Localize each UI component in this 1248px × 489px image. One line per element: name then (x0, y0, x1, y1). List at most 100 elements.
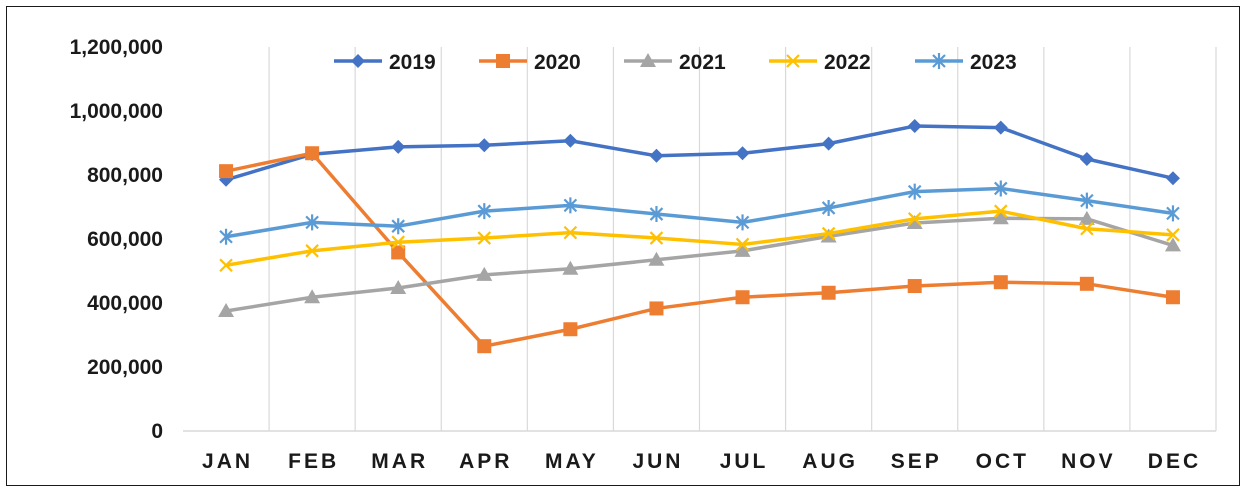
data-point (735, 214, 750, 231)
data-point (993, 275, 1008, 290)
gridlines (268, 47, 1217, 431)
data-point (992, 210, 1009, 225)
data-point (351, 54, 365, 68)
y-tick-label: 200,000 (87, 356, 163, 379)
data-point (563, 322, 578, 337)
data-point (562, 260, 579, 275)
data-point (476, 266, 493, 281)
y-tick-label: 400,000 (87, 292, 163, 315)
data-point (496, 54, 510, 68)
data-point (735, 146, 750, 161)
legend-label: 2021 (679, 51, 726, 74)
series-2019 (219, 119, 1180, 187)
data-point (219, 228, 233, 245)
data-point (1165, 171, 1180, 186)
data-point (821, 199, 836, 216)
data-point (640, 53, 656, 67)
data-point (304, 289, 321, 304)
data-point (1164, 237, 1181, 252)
line-chart: 0 200,000 400,000 600,000 800,000 1,000,000 1,… (70, 36, 1217, 473)
data-point (391, 235, 405, 249)
data-point (734, 242, 751, 257)
data-point (218, 303, 235, 317)
x-axis-ticks: JAN FEB MAR APR MAY JUN JUL AUG SEP OCT NOV DEC (202, 450, 1201, 473)
legend-label: 2020 (534, 51, 581, 74)
series-line (225, 216, 1174, 313)
data-point (649, 148, 664, 163)
data-point (1080, 221, 1094, 236)
y-axis-ticks: 0 200,000 400,000 600,000 800,000 1,000,000 1,… (70, 36, 163, 443)
x-tick-label: JAN (202, 450, 253, 473)
data-point (932, 53, 946, 69)
series-line (225, 151, 1174, 348)
series-2023 (219, 180, 1180, 245)
series-group (218, 119, 1181, 354)
data-point (1079, 152, 1094, 166)
data-point (477, 138, 492, 153)
chart-frame: 0 200,000 400,000 600,000 800,000 1,000,000 1,… (6, 6, 1240, 486)
x-tick-label: APR (459, 450, 512, 473)
x-tick-label: MAY (545, 450, 599, 473)
data-point (907, 212, 922, 226)
data-point (907, 119, 922, 134)
data-point (1166, 228, 1180, 242)
data-point (821, 226, 836, 241)
data-point (477, 231, 492, 245)
y-tick-label: 800,000 (87, 164, 163, 187)
data-point (305, 146, 320, 161)
data-point (305, 244, 319, 258)
data-point (649, 206, 664, 223)
legend-label: 2022 (824, 51, 871, 74)
data-point (563, 133, 578, 148)
legend-item-2020: 2020 (479, 51, 581, 74)
legend-label: 2019 (389, 51, 436, 74)
data-point (993, 120, 1008, 135)
data-point (821, 285, 836, 300)
data-point (994, 180, 1008, 197)
x-tick-label: NOV (1061, 450, 1116, 473)
series-line (225, 124, 1174, 182)
data-point (735, 290, 750, 305)
legend-item-2022: 2022 (769, 51, 871, 74)
data-point (477, 203, 492, 220)
data-point (906, 215, 923, 229)
data-point (390, 279, 407, 294)
y-tick-label: 1,200,000 (70, 36, 163, 59)
x-tick-label: MAR (371, 450, 428, 473)
data-point (1078, 210, 1095, 225)
legend-item-2023: 2023 (915, 51, 1017, 74)
data-point (907, 279, 922, 294)
data-point (786, 54, 800, 68)
x-tick-label: DEC (1148, 450, 1201, 473)
series-2020 (219, 146, 1180, 354)
data-point (305, 214, 319, 231)
data-point (735, 237, 750, 252)
data-point (391, 139, 406, 154)
data-point (648, 251, 665, 266)
data-point (391, 218, 405, 235)
data-point (649, 231, 664, 245)
series-2022 (219, 204, 1180, 273)
x-tick-label: FEB (288, 450, 339, 473)
series-line (225, 186, 1174, 239)
data-point (219, 258, 233, 273)
legend-label: 2023 (970, 51, 1017, 74)
series-line (225, 209, 1174, 267)
y-tick-label: 600,000 (87, 228, 163, 251)
data-point (1079, 276, 1094, 291)
data-point (563, 225, 578, 240)
x-tick-label: OCT (976, 450, 1029, 473)
data-point (563, 197, 578, 214)
data-point (1166, 205, 1180, 222)
x-tick-label: JUN (632, 450, 683, 473)
legend: 2019 2020 2021 2022 2023 (334, 51, 1017, 74)
data-point (477, 339, 492, 354)
data-point (1165, 290, 1180, 305)
legend-item-2021: 2021 (624, 51, 726, 74)
data-point (649, 301, 664, 316)
x-tick-label: AUG (802, 450, 858, 473)
data-point (219, 164, 234, 179)
data-point (994, 204, 1008, 218)
data-point (1080, 192, 1094, 209)
data-point (821, 136, 836, 151)
